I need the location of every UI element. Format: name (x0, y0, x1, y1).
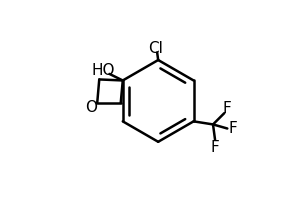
Text: HO: HO (92, 63, 115, 78)
Text: F: F (228, 121, 237, 136)
Text: Cl: Cl (148, 41, 163, 56)
Text: F: F (211, 140, 219, 155)
Text: O: O (85, 100, 97, 115)
Text: F: F (222, 101, 231, 116)
